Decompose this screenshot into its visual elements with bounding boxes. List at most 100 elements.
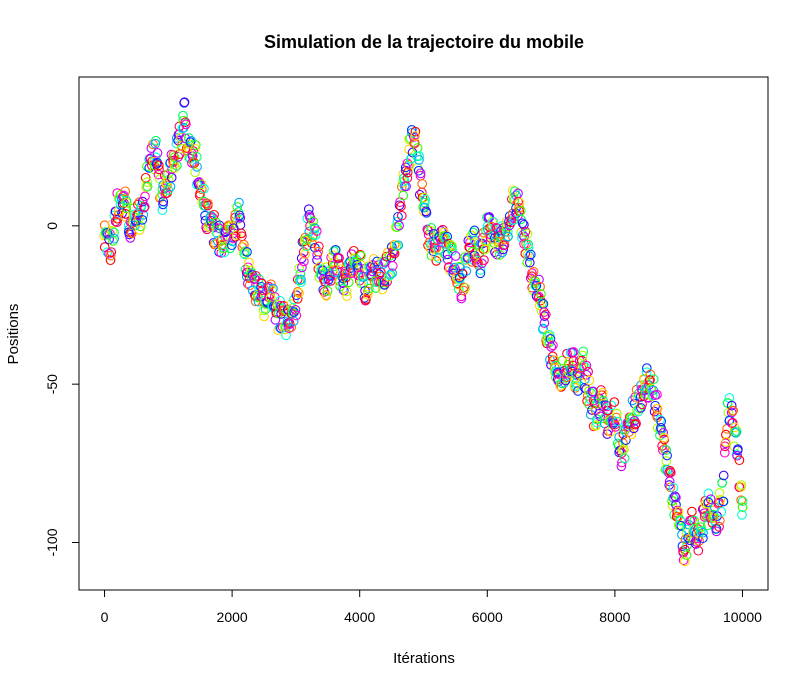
data-point [531, 280, 542, 291]
data-point [158, 199, 168, 210]
data-point [698, 527, 708, 538]
data-point [390, 240, 400, 250]
data-point [313, 246, 324, 257]
data-point [461, 254, 471, 265]
data-point [275, 295, 285, 306]
data-point [693, 524, 703, 534]
data-point [571, 369, 581, 380]
data-point [296, 274, 306, 285]
data-point [334, 259, 344, 270]
data-point [267, 285, 277, 296]
data-point [535, 281, 545, 292]
data-point [190, 167, 200, 178]
data-point [393, 240, 404, 251]
data-point [662, 450, 672, 461]
data-point [502, 227, 513, 237]
data-point [665, 466, 675, 476]
data-point [180, 117, 191, 128]
data-point [291, 310, 302, 321]
data-point [559, 377, 570, 388]
data-point [689, 515, 700, 526]
data-point [652, 403, 663, 414]
data-point [717, 478, 728, 488]
data-point [311, 226, 322, 236]
data-point [231, 230, 242, 240]
data-point [408, 131, 419, 142]
data-point [461, 266, 472, 276]
data-point [152, 157, 163, 168]
data-point [199, 183, 209, 194]
data-point [731, 426, 742, 437]
data-point [732, 445, 743, 456]
data-point [591, 417, 602, 428]
data-point [475, 265, 486, 275]
data-point [290, 304, 301, 315]
data-point [705, 494, 716, 505]
data-point [627, 417, 637, 428]
data-point [298, 247, 309, 257]
data-point [477, 238, 488, 249]
data-point [703, 497, 714, 508]
data-point [736, 480, 747, 490]
data-point [188, 146, 199, 156]
data-point [165, 181, 176, 192]
data-point [540, 309, 551, 320]
data-point [626, 429, 637, 440]
y-axis-label: Positions [5, 304, 22, 365]
data-point [178, 110, 188, 121]
data-point [316, 264, 327, 274]
data-point [192, 161, 202, 172]
data-point [350, 256, 360, 267]
data-point [545, 334, 556, 344]
data-point [230, 212, 240, 223]
data-point [586, 388, 597, 399]
data-point [491, 249, 502, 260]
data-point [394, 220, 404, 231]
data-point [619, 444, 629, 455]
data-point [403, 159, 414, 170]
y-tick-label: -100 [44, 528, 60, 556]
data-point [173, 151, 184, 162]
data-point [414, 151, 425, 161]
data-point [612, 416, 623, 427]
data-point [353, 262, 363, 273]
data-point [243, 262, 254, 273]
data-point [578, 346, 589, 357]
data-point [671, 492, 681, 503]
data-point [173, 135, 183, 146]
data-point [361, 294, 371, 304]
data-point [720, 441, 730, 452]
data-point [480, 244, 491, 254]
data-point [442, 231, 453, 242]
data-point [176, 143, 187, 154]
data-point [230, 231, 241, 242]
data-point [364, 283, 374, 294]
data-point [392, 222, 402, 232]
data-point [519, 219, 529, 230]
data-point [421, 206, 431, 217]
data-point [266, 279, 276, 290]
data-point [362, 289, 373, 300]
data-point [721, 429, 731, 440]
data-point [196, 179, 207, 190]
x-tick-label: 2000 [217, 609, 248, 625]
data-point [424, 237, 435, 248]
y-axis: 0 -50 -100 [44, 222, 80, 557]
data-point [629, 415, 640, 426]
data-point [371, 266, 382, 277]
data-point [477, 258, 487, 269]
data-point [303, 204, 314, 215]
data-point [534, 274, 544, 285]
data-point [356, 251, 366, 261]
data-point [203, 198, 213, 209]
data-point [178, 122, 189, 133]
data-point [645, 369, 656, 380]
data-point [334, 253, 344, 263]
data-point [109, 233, 120, 244]
data-point [152, 148, 163, 158]
data-point [719, 447, 730, 458]
data-point [171, 138, 182, 149]
data-point [206, 215, 216, 226]
data-point [379, 280, 390, 290]
